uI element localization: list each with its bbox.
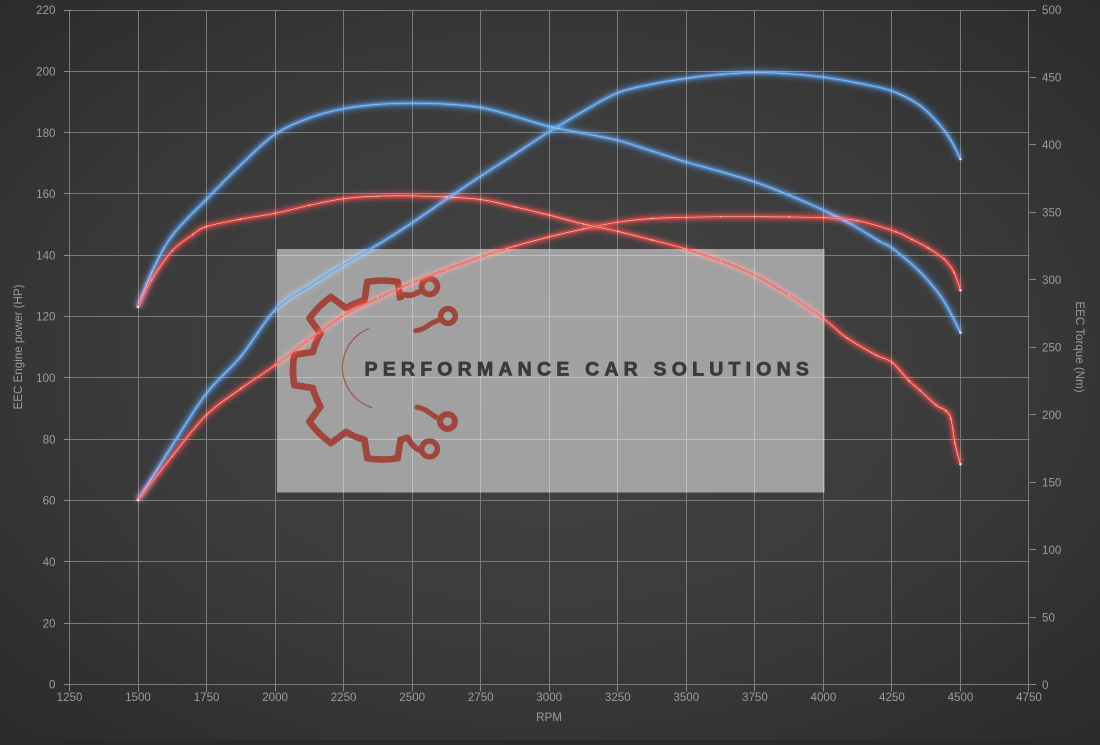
- svg-text:2500: 2500: [399, 691, 425, 704]
- svg-text:300: 300: [1042, 274, 1061, 287]
- svg-text:250: 250: [1042, 342, 1061, 355]
- svg-text:50: 50: [1042, 611, 1055, 624]
- svg-text:2000: 2000: [262, 691, 288, 704]
- svg-text:450: 450: [1042, 72, 1061, 85]
- svg-text:100: 100: [1042, 544, 1061, 557]
- svg-text:0: 0: [1042, 679, 1048, 692]
- svg-text:40: 40: [43, 556, 56, 569]
- svg-text:EEC Engine power (HP): EEC Engine power (HP): [12, 284, 25, 409]
- svg-text:3250: 3250: [605, 691, 631, 704]
- svg-text:1250: 1250: [57, 691, 83, 704]
- svg-text:PERFORMANCE CAR SOLUTIONS: PERFORMANCE CAR SOLUTIONS: [365, 359, 815, 381]
- svg-text:60: 60: [43, 495, 56, 508]
- svg-text:4250: 4250: [879, 691, 905, 704]
- svg-text:0: 0: [49, 679, 55, 692]
- svg-text:500: 500: [1042, 4, 1061, 17]
- svg-text:2250: 2250: [331, 691, 357, 704]
- svg-text:200: 200: [36, 65, 55, 78]
- svg-text:150: 150: [1042, 476, 1061, 489]
- svg-text:120: 120: [36, 311, 55, 324]
- svg-text:RPM: RPM: [536, 711, 562, 724]
- svg-text:80: 80: [43, 433, 56, 446]
- svg-text:140: 140: [36, 249, 55, 262]
- svg-text:1750: 1750: [194, 691, 220, 704]
- svg-text:4000: 4000: [811, 691, 837, 704]
- svg-text:2750: 2750: [468, 691, 494, 704]
- svg-text:3500: 3500: [673, 691, 699, 704]
- svg-text:20: 20: [43, 617, 56, 630]
- svg-text:100: 100: [36, 372, 55, 385]
- svg-text:3000: 3000: [536, 691, 562, 704]
- svg-text:4750: 4750: [1016, 691, 1042, 704]
- svg-text:350: 350: [1042, 207, 1061, 220]
- svg-text:160: 160: [36, 188, 55, 201]
- svg-text:4500: 4500: [948, 691, 974, 704]
- svg-text:EEC Torque (Nm): EEC Torque (Nm): [1073, 301, 1086, 392]
- svg-text:3750: 3750: [742, 691, 768, 704]
- svg-text:200: 200: [1042, 409, 1061, 422]
- svg-text:1500: 1500: [125, 691, 151, 704]
- svg-text:220: 220: [36, 4, 55, 17]
- svg-text:400: 400: [1042, 139, 1061, 152]
- svg-text:180: 180: [36, 127, 55, 140]
